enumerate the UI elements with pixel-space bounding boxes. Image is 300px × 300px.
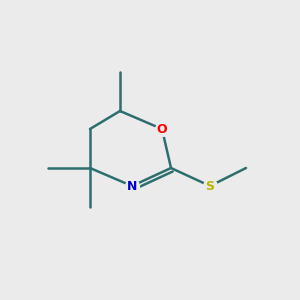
Text: S: S bbox=[206, 179, 214, 193]
Text: N: N bbox=[127, 179, 137, 193]
Text: O: O bbox=[157, 122, 167, 136]
